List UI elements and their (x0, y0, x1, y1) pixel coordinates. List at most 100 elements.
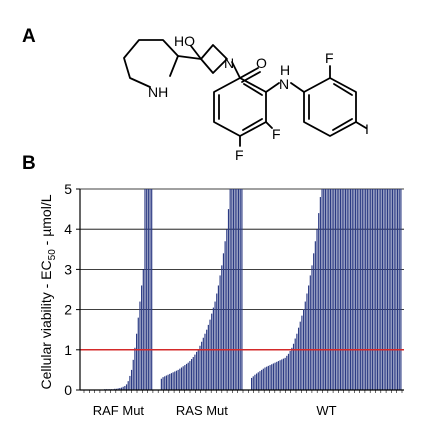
bar (257, 372, 259, 390)
bar (297, 327, 300, 390)
bar (209, 319, 211, 390)
bar (363, 189, 365, 390)
bar (212, 307, 214, 390)
bar (329, 189, 332, 390)
bar (165, 375, 167, 390)
bar (360, 189, 362, 390)
bar (115, 388, 118, 390)
bar (162, 377, 164, 390)
y-axis-title: Cellular viability - EC50 - µmol/L (38, 194, 58, 389)
bar (309, 275, 311, 390)
bar (146, 189, 148, 390)
bar (241, 189, 243, 390)
bar (122, 386, 124, 390)
bar (383, 189, 385, 390)
atom-n-aniline: N (279, 76, 289, 92)
bar (234, 189, 236, 390)
bar (221, 265, 223, 390)
piperidine-ring (123, 39, 179, 88)
bar (319, 197, 321, 390)
axes (79, 189, 404, 393)
bar (313, 253, 315, 390)
bar (184, 365, 186, 390)
bar (174, 371, 176, 390)
bar (232, 189, 235, 390)
bar (190, 359, 193, 390)
bar (239, 189, 241, 390)
y-tick-labels: 0 1 2 3 4 5 (64, 181, 72, 398)
bar (334, 189, 337, 390)
iodo-bond (355, 121, 367, 129)
panel-b-label: B (22, 153, 36, 174)
bar (370, 189, 372, 390)
y-tick-label: 4 (64, 221, 72, 237)
bar (217, 285, 220, 390)
bar (333, 189, 335, 390)
bar (304, 301, 306, 390)
bar (187, 362, 189, 390)
bar (284, 357, 286, 390)
panel-a-label: A (22, 26, 36, 47)
ec50-bar-chart: 0 1 2 3 4 5 RAF Mut RAS Mut WT Cellular viabili… (38, 181, 404, 418)
bar (276, 361, 278, 390)
bar (398, 189, 400, 390)
bar (125, 384, 128, 390)
bar (343, 189, 345, 390)
atom-f-para: F (235, 147, 244, 163)
bar (338, 189, 340, 390)
bar (164, 376, 166, 390)
atom-ho: HO (174, 33, 195, 49)
bar (259, 371, 261, 390)
benzoyl-double-3 (243, 83, 263, 96)
bar (381, 189, 384, 390)
bar (292, 343, 295, 390)
bar (378, 189, 380, 390)
bar (267, 365, 269, 390)
atom-iodo: I (365, 121, 369, 137)
bar (324, 189, 326, 390)
bar (390, 189, 392, 390)
aryl-double-3 (333, 83, 353, 96)
bar (365, 189, 367, 390)
bar (130, 369, 133, 390)
bar (127, 381, 129, 390)
bar (197, 349, 199, 390)
hydroxyl-bond (190, 45, 202, 60)
bar (356, 189, 358, 390)
bar (321, 189, 323, 390)
x-group-labels: RAF Mut RAS Mut WT (93, 403, 337, 418)
bar (349, 189, 352, 390)
y-tick-label: 2 (64, 302, 72, 318)
aryl-ring (303, 77, 357, 137)
bar (274, 362, 276, 390)
bar (291, 347, 293, 390)
bar (147, 189, 149, 390)
bar (185, 363, 188, 390)
bar (224, 241, 226, 390)
bar (229, 189, 231, 390)
bar (202, 337, 204, 390)
bar (144, 189, 146, 390)
bar (252, 376, 254, 390)
amide-n-bond (231, 61, 241, 79)
bar (281, 359, 283, 390)
bar (119, 387, 121, 390)
bar (204, 333, 206, 390)
bar (316, 229, 318, 390)
bar (136, 333, 138, 390)
bar (366, 189, 368, 390)
bar (189, 361, 191, 390)
bar (227, 209, 230, 390)
bar (336, 189, 338, 390)
bar (286, 355, 288, 390)
atom-h-aniline: H (280, 62, 290, 78)
bar (282, 358, 285, 390)
bar (355, 189, 357, 390)
bar (368, 189, 370, 390)
bar (396, 189, 399, 390)
bar (179, 368, 181, 390)
bars (80, 189, 404, 391)
link-bond (177, 55, 202, 60)
bar (351, 189, 353, 390)
bar (266, 366, 268, 390)
